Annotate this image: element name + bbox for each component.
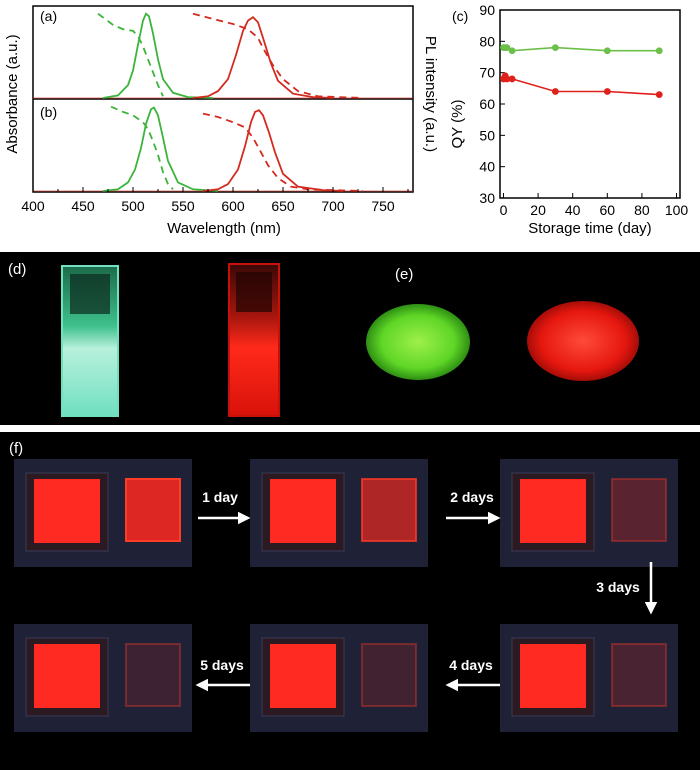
photo-f-drawing: 1 day 2 days 3 days 4 days 5 days xyxy=(14,459,678,732)
wavelength-tick-600: 600 xyxy=(221,198,245,214)
qy-series-0-line xyxy=(503,46,660,52)
spectrum-a-series-2 xyxy=(192,16,334,99)
qy-axis-label: QY (%) xyxy=(449,100,466,149)
step-label-3: 3 days xyxy=(596,579,640,595)
wavelength-tick-650: 650 xyxy=(271,198,295,214)
qy-series-1-point xyxy=(655,91,663,98)
panel-label-e: (e) xyxy=(395,266,414,283)
spectrum-b-series-0 xyxy=(102,106,219,192)
qy-series-0-point xyxy=(655,47,663,55)
spectrum-a-series-3 xyxy=(192,12,364,99)
qy-tick-80: 80 xyxy=(479,33,495,49)
step-label-2: 2 days xyxy=(450,489,494,505)
wavelength-tick-700: 700 xyxy=(321,198,345,214)
step-label-5: 5 days xyxy=(200,657,244,673)
spectrum-b-series-2 xyxy=(202,109,344,192)
qy-tick-90: 90 xyxy=(479,2,495,18)
photo-stability-sequence: (f) 1 day 2 days 3 days 4 days 5 days xyxy=(0,432,700,770)
photo-d-e-drawing xyxy=(61,263,639,417)
qy-series-0-point xyxy=(551,44,559,51)
panel-label-f: (f) xyxy=(9,440,24,457)
panel-label-a: (a) xyxy=(40,8,57,24)
step-label-4: 4 days xyxy=(449,657,493,673)
wavelength-tick-450: 450 xyxy=(71,198,95,214)
day-tick-20: 20 xyxy=(530,202,546,218)
storage-time-axis-label: Storage time (day) xyxy=(528,220,651,237)
qy-tick-30: 30 xyxy=(479,190,495,206)
qy-tick-60: 60 xyxy=(479,96,495,112)
qy-series-1-point xyxy=(551,88,559,95)
spectra-chart: 400 450 500 550 600 650 700 750 (a) (b) Absorba… xyxy=(4,5,439,237)
panel-label-b: (b) xyxy=(40,104,57,120)
qy-series-0-point xyxy=(603,47,611,55)
day-tick-40: 40 xyxy=(565,202,581,218)
qy-series-1-point xyxy=(503,75,511,83)
panel-label-c: (c) xyxy=(452,8,468,24)
spectrum-b-series-1 xyxy=(110,105,174,190)
wavelength-tick-500: 500 xyxy=(121,198,145,214)
wavelength-tick-400: 400 xyxy=(21,198,45,214)
qy-series-1-point xyxy=(603,88,611,95)
qy-chart: 30 40 50 60 70 80 90 0 20 40 60 80 100 (c) QY (%) St… xyxy=(449,2,689,237)
qy-tick-70: 70 xyxy=(479,65,495,81)
qy-series-1-point xyxy=(508,75,516,83)
qy-series-0-point xyxy=(503,44,511,51)
red-powder xyxy=(527,301,639,381)
green-powder xyxy=(366,304,470,380)
qy-series-1-line xyxy=(502,74,660,96)
qy-tick-50: 50 xyxy=(479,127,495,143)
pl-intensity-axis-label: PL intensity (a.u.) xyxy=(422,36,439,152)
absorbance-axis-label: Absorbance (a.u.) xyxy=(4,34,21,153)
day-tick-0: 0 xyxy=(500,202,508,218)
wavelength-tick-550: 550 xyxy=(171,198,195,214)
spectrum-a-series-0 xyxy=(102,12,214,99)
wavelength-tick-750: 750 xyxy=(371,198,395,214)
qy-series-0-point xyxy=(508,47,516,55)
qy-tick-40: 40 xyxy=(479,159,495,175)
day-tick-60: 60 xyxy=(600,202,616,218)
photo-cuvettes-powders: (d) (e) xyxy=(0,252,700,425)
step-label-1: 1 day xyxy=(202,489,238,505)
day-tick-100: 100 xyxy=(665,202,689,218)
day-tick-80: 80 xyxy=(634,202,650,218)
panel-label-d: (d) xyxy=(8,261,27,278)
spectrum-a-series-1 xyxy=(97,12,164,97)
spectrum-b-series-3 xyxy=(202,112,364,192)
wavelength-axis-label: Wavelength (nm) xyxy=(167,220,281,237)
